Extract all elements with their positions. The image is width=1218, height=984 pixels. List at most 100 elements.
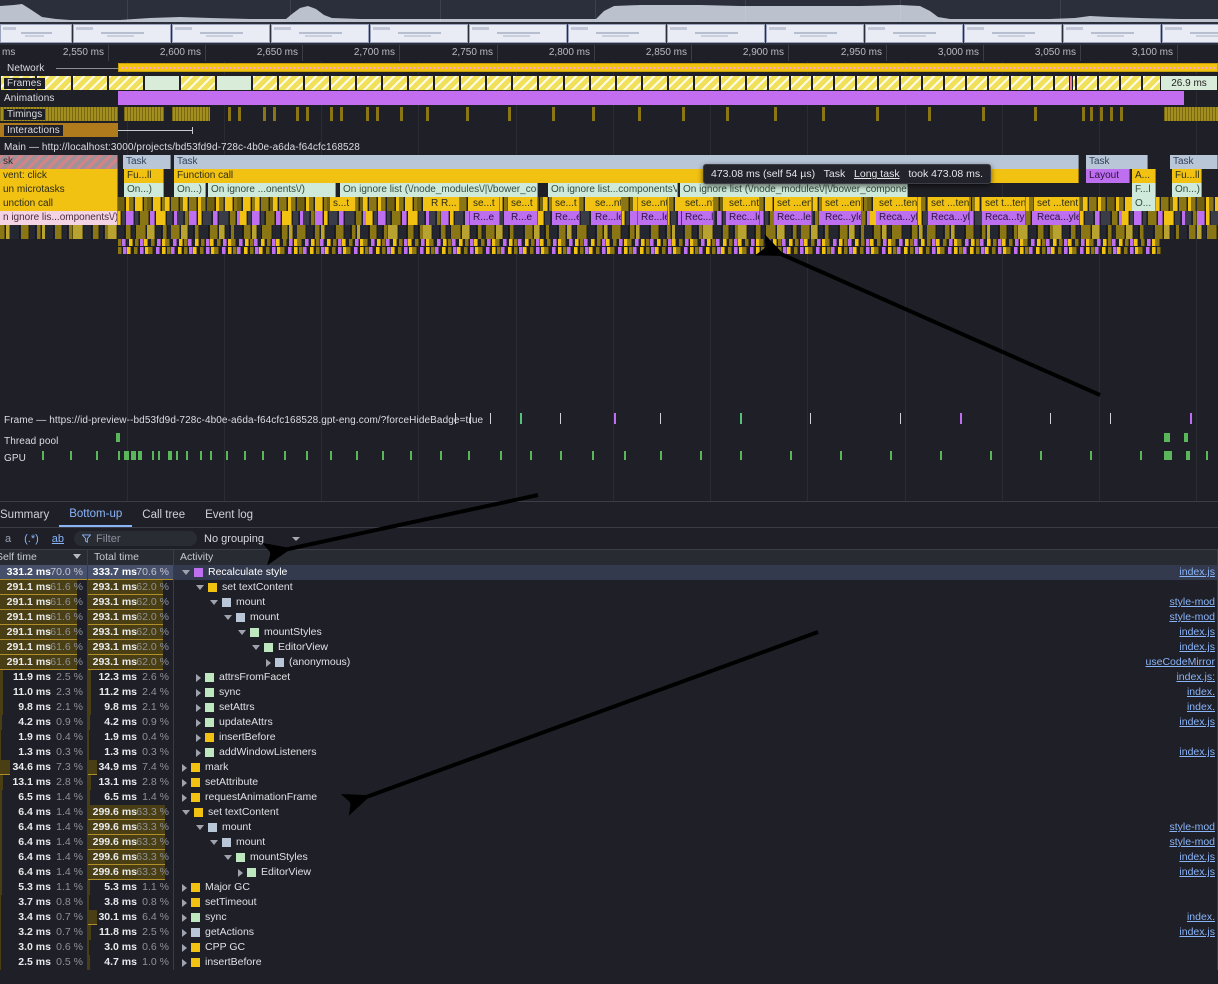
flame-chart-event[interactable] <box>399 225 407 239</box>
track-label-network[interactable]: Network <box>4 63 48 74</box>
flame-chart-event[interactable] <box>294 239 298 246</box>
source-link[interactable]: index.js <box>1179 566 1215 578</box>
flame-chart-event[interactable] <box>213 211 218 225</box>
flame-chart-event[interactable] <box>607 247 611 254</box>
dropped-frame-block[interactable] <box>1069 75 1073 91</box>
flame-chart-event[interactable] <box>381 197 386 211</box>
table-row[interactable]: 291.1 ms 61.6 % 293.1 ms 62.0 % EditorView in… <box>0 640 1218 655</box>
chevron-right-icon[interactable] <box>196 733 201 742</box>
flame-chart-event[interactable] <box>874 225 881 239</box>
match-case-toggle-button[interactable]: ab <box>51 532 65 545</box>
flame-chart-event[interactable] <box>303 211 310 225</box>
flame-chart-event[interactable] <box>201 197 206 211</box>
flame-chart-event[interactable] <box>971 239 975 246</box>
gpu-task-bar[interactable] <box>530 451 532 460</box>
flame-chart-event[interactable] <box>156 225 162 239</box>
table-row[interactable]: 6.5 ms 1.4 % 6.5 ms 1.4 % requestAnimationFr… <box>0 790 1218 805</box>
flame-chart-event[interactable] <box>641 239 645 246</box>
flame-chart-event[interactable] <box>1185 211 1192 225</box>
flame-chart-event[interactable] <box>1020 247 1024 254</box>
flame-chart-event[interactable] <box>504 225 509 239</box>
flame-chart-event[interactable] <box>1206 211 1210 225</box>
flame-chart-event[interactable] <box>690 247 694 254</box>
flame-chart-event[interactable] <box>248 211 252 225</box>
frame-track-marker[interactable] <box>455 413 456 424</box>
flame-chart-event[interactable] <box>501 247 505 254</box>
flame-chart-event[interactable]: On ignore list (\/node_modules\/|\/bower… <box>340 183 538 197</box>
gpu-task-bar[interactable] <box>152 451 154 460</box>
flame-chart-event[interactable] <box>408 239 412 246</box>
frame-block[interactable] <box>108 75 144 91</box>
timing-marker[interactable] <box>508 107 511 121</box>
flame-chart-event[interactable] <box>756 247 760 254</box>
details-tabbar[interactable]: Summary Bottom-up Call tree Event log <box>0 505 263 527</box>
flame-chart-event[interactable] <box>184 247 188 254</box>
gpu-task-bar[interactable] <box>284 451 286 460</box>
flame-chart-event[interactable] <box>910 239 914 246</box>
flame-chart-event[interactable] <box>171 247 175 254</box>
flame-chart-event[interactable] <box>673 247 677 254</box>
flame-chart-event[interactable] <box>1081 225 1091 239</box>
flame-chart-event[interactable]: On...) <box>1172 183 1202 197</box>
gpu-task-bar[interactable] <box>158 451 160 460</box>
flame-chart-event[interactable] <box>222 247 226 254</box>
gpu-task-bar[interactable] <box>592 451 594 460</box>
flame-chart-event[interactable] <box>399 197 404 211</box>
gpu-task-bar[interactable] <box>200 451 202 460</box>
table-row[interactable]: 6.4 ms 1.4 % 299.6 ms 63.3 % mountStyles inde… <box>0 850 1218 865</box>
flame-chart-event[interactable] <box>545 247 549 254</box>
flame-chart-event[interactable] <box>707 239 711 246</box>
gpu-task-bar[interactable] <box>1140 451 1142 460</box>
flame-chart-event[interactable] <box>1146 247 1150 254</box>
flame-chart-event[interactable] <box>1193 211 1197 225</box>
flame-chart-event[interactable] <box>1036 247 1040 254</box>
flame-chart-event[interactable] <box>345 211 355 225</box>
chevron-right-icon[interactable] <box>182 778 187 787</box>
tab-summary[interactable]: Summary <box>0 509 50 521</box>
frame-block[interactable] <box>216 75 252 91</box>
flame-chart-event[interactable] <box>167 211 173 225</box>
flame-chart-event[interactable]: se...t <box>470 197 500 211</box>
flame-chart-event[interactable] <box>93 225 99 239</box>
flame-chart-event[interactable] <box>503 239 507 246</box>
flame-chart-event[interactable] <box>716 239 720 246</box>
flame-chart-event[interactable] <box>606 239 610 246</box>
flame-chart-event[interactable] <box>219 197 224 211</box>
flame-chart-event[interactable] <box>822 239 826 246</box>
flame-chart-event[interactable] <box>777 225 785 239</box>
frame-track-marker[interactable] <box>900 413 901 424</box>
flame-chart-event[interactable] <box>243 197 251 211</box>
gpu-task-bar[interactable] <box>330 451 332 460</box>
frame-duration-label[interactable]: 26.9 ms <box>1160 75 1218 91</box>
flame-chart-event[interactable] <box>288 247 292 254</box>
flame-chart-event[interactable] <box>1175 211 1181 225</box>
flame-chart-event[interactable] <box>966 225 974 239</box>
flame-chart-event[interactable] <box>352 225 356 239</box>
flame-chart-event[interactable] <box>844 247 848 254</box>
gpu-task-bar[interactable] <box>244 451 246 460</box>
flame-chart-event[interactable] <box>794 247 798 254</box>
flame-chart-event[interactable] <box>430 239 434 246</box>
frame-block[interactable] <box>460 75 486 91</box>
flame-chart-event[interactable] <box>543 197 548 211</box>
flame-chart-event[interactable] <box>307 225 314 239</box>
flame-chart-event[interactable]: Re...e <box>552 211 580 225</box>
flame-chart-event[interactable] <box>1000 225 1007 239</box>
flame-chart-event[interactable] <box>1134 239 1138 246</box>
flame-chart-event[interactable] <box>675 225 684 239</box>
flame-chart-event[interactable] <box>690 239 694 246</box>
flame-chart-event[interactable] <box>1071 225 1076 239</box>
flame-chart-event[interactable] <box>1081 239 1085 246</box>
gpu-task-bar[interactable] <box>176 451 178 460</box>
flame-chart-event[interactable] <box>140 211 149 225</box>
chevron-down-icon[interactable] <box>196 825 204 830</box>
flame-chart-event[interactable] <box>237 247 241 254</box>
tab-call-tree[interactable]: Call tree <box>142 509 186 521</box>
flame-chart-event[interactable] <box>181 225 188 239</box>
flame-chart-event[interactable] <box>951 225 955 239</box>
flame-chart-event[interactable] <box>417 197 422 211</box>
flame-chart-event[interactable] <box>1125 239 1129 246</box>
flame-chart-event[interactable] <box>299 247 303 254</box>
flame-chart-event[interactable] <box>464 247 468 254</box>
track-label-frame[interactable]: Frame — https://id-preview--bd53fd9d-728… <box>4 415 484 426</box>
